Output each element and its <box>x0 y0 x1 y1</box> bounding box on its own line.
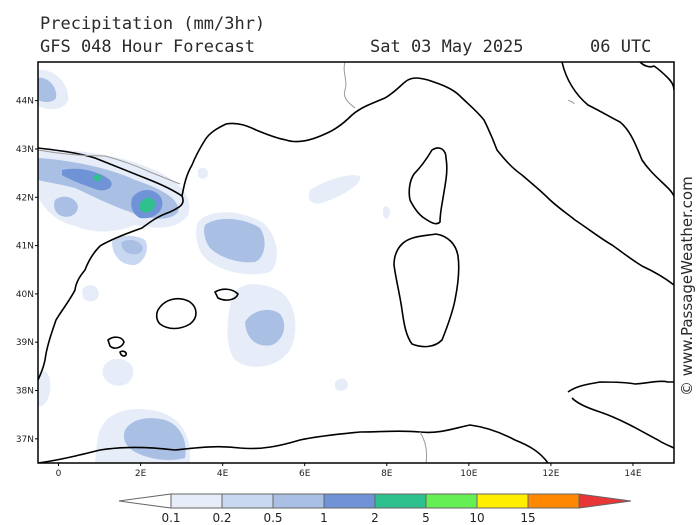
scale-bin <box>476 493 529 509</box>
border-layer <box>38 62 575 463</box>
lon-tick-label: 8E <box>381 469 393 479</box>
lat-tick-label: 41N <box>16 242 34 252</box>
precip-area-sardinia-west <box>383 206 391 219</box>
lat-tick-label: 39N <box>16 338 34 348</box>
lat-tick-label: 40N <box>16 290 34 300</box>
scale-label: 1 <box>320 511 328 525</box>
scale-bin <box>374 493 427 509</box>
coastline-istria <box>639 62 674 91</box>
scale-label: 2 <box>371 511 379 525</box>
scale-bin <box>323 493 376 509</box>
lon-tick-label: 12E <box>542 469 559 479</box>
lat-tick-label: 43N <box>16 145 34 155</box>
copyright-credit: © www.PassageWeather.com <box>678 176 696 396</box>
coastline-sicily-south <box>571 397 674 449</box>
map-title: Precipitation (mm/3hr) <box>40 14 266 34</box>
map-frame <box>37 61 675 464</box>
lat-tick-label: 37N <box>16 435 34 445</box>
axis-layer: 0 2E 4E 6E 8E 10E 12E 14E 44N 43N 42N 41N 40N 39N 38N 3… <box>16 97 642 479</box>
precip-area-ligurian-small <box>308 175 361 204</box>
precip-area-perpignan-small <box>198 167 208 179</box>
coastline-north-africa <box>38 424 549 463</box>
scale-label: 10 <box>469 511 484 525</box>
precip-area-valencia-core <box>121 240 143 255</box>
scale-label: 0.1 <box>161 511 180 525</box>
coastline-ibiza <box>107 336 125 349</box>
coastline-sicily <box>567 380 674 393</box>
scale-label: 15 <box>520 511 535 525</box>
precip-area-mid-sea <box>335 378 348 391</box>
precip-area-cabo <box>82 285 99 302</box>
scale-label: 5 <box>422 511 430 525</box>
precip-area-ebro-delta <box>54 196 78 217</box>
scale-bin <box>221 493 274 509</box>
precip-area-west-algeria <box>102 358 134 386</box>
scale-bin <box>170 493 223 509</box>
lat-tick-label: 44N <box>16 97 34 107</box>
lat-tick-label: 38N <box>16 387 34 397</box>
precip-area-central-basin-core <box>204 218 265 263</box>
coastline-adriatic-east <box>561 62 674 197</box>
coastline-north-iberia <box>38 147 184 381</box>
coastline-sardinia <box>393 233 460 348</box>
coastline-corsica <box>408 147 448 225</box>
forecast-subtitle: GFS 048 Hour Forecast <box>40 37 255 57</box>
lon-tick-label: 4E <box>217 469 229 479</box>
precip-area-catalonia-core <box>62 168 112 191</box>
lon-tick-label: 2E <box>135 469 147 479</box>
coastline-formentera <box>119 350 127 357</box>
forecast-time: 06 UTC <box>590 37 652 57</box>
lon-tick-label: 6E <box>299 469 311 479</box>
coastline-france-italy <box>181 77 674 286</box>
lon-tick-label: 10E <box>460 469 477 479</box>
scale-bin <box>425 493 478 509</box>
precip-area-balearic-east-core <box>245 309 285 346</box>
precip-area-west-edge-outer <box>38 370 51 407</box>
coastline-mallorca <box>155 297 197 330</box>
precip-area-barcelona-peak <box>139 197 156 213</box>
scale-low-end <box>118 493 172 509</box>
scale-label: 0.2 <box>212 511 231 525</box>
scale-label: 0.5 <box>263 511 282 525</box>
border-algeria-tunisia <box>419 431 428 463</box>
scale-high-end <box>578 493 632 509</box>
lon-tick-label: 0 <box>56 469 62 479</box>
precipitation-scale-bar: 0.1 0.2 0.5 1 2 5 10 15 <box>118 493 632 525</box>
lon-tick-label: 14E <box>624 469 641 479</box>
lat-tick-label: 42N <box>16 193 34 203</box>
scale-bin <box>527 493 580 509</box>
border-france-spain <box>38 149 181 185</box>
precip-area-northwest-core <box>38 77 57 102</box>
coastline-menorca <box>214 288 239 301</box>
precip-area-catalonia-peak <box>94 174 101 182</box>
scale-bin <box>272 493 325 509</box>
forecast-date: Sat 03 May 2025 <box>370 37 524 57</box>
coastline-layer <box>38 62 674 463</box>
border-france-italy <box>343 62 356 109</box>
border-italy-slovenia <box>567 99 575 105</box>
precipitation-layer <box>38 69 391 463</box>
